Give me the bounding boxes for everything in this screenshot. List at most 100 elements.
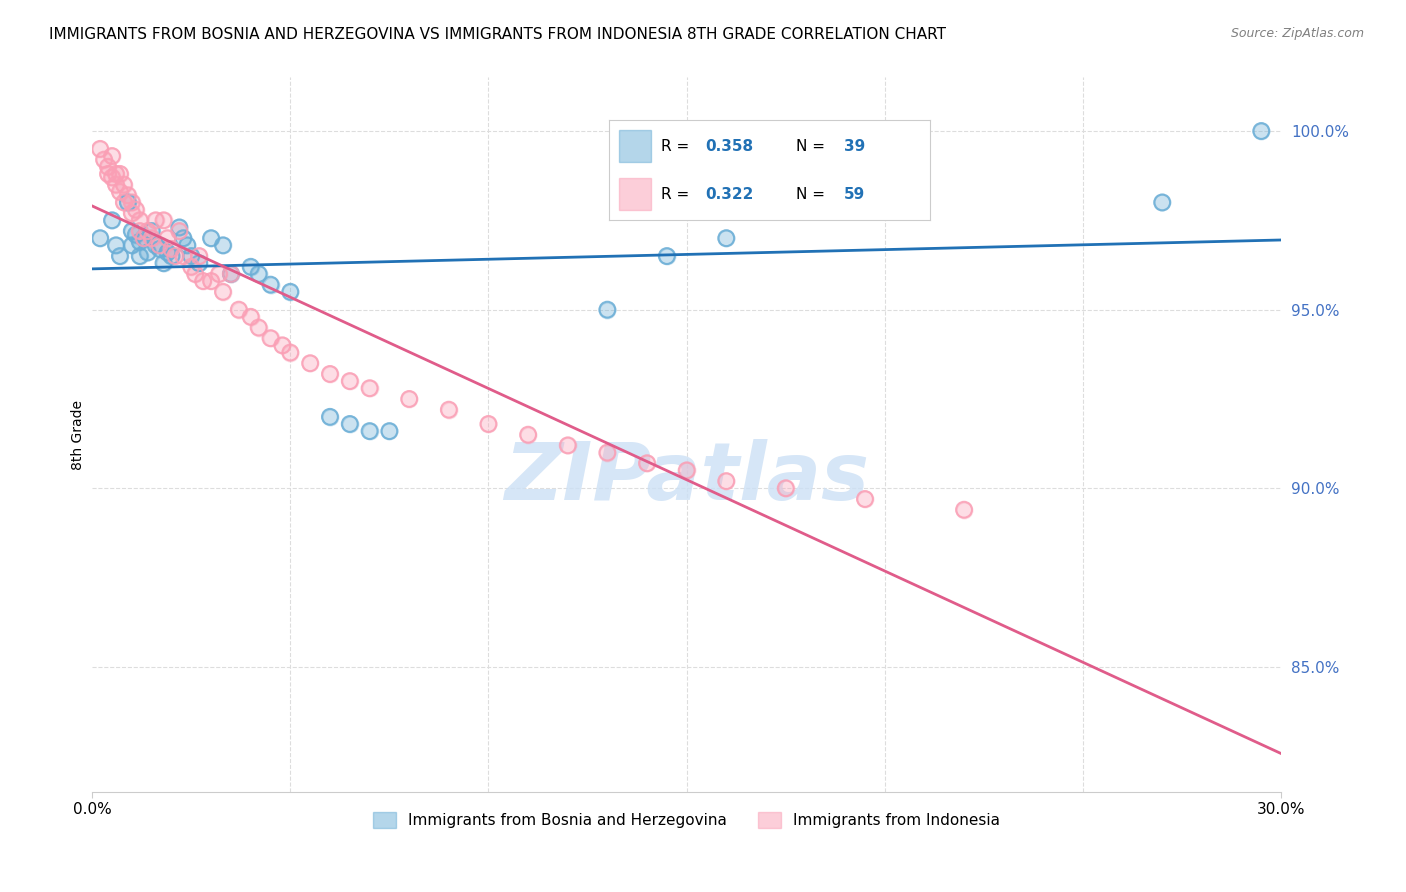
Point xyxy=(132,231,155,245)
Point xyxy=(148,242,170,256)
Point xyxy=(259,331,281,345)
Point xyxy=(117,188,139,202)
Point xyxy=(156,245,179,260)
Point xyxy=(172,249,194,263)
Point xyxy=(259,277,281,292)
Point xyxy=(136,224,159,238)
Point xyxy=(259,331,281,345)
Point xyxy=(125,202,148,217)
Point xyxy=(108,167,131,181)
Point xyxy=(319,409,342,424)
Point xyxy=(212,238,235,252)
Point xyxy=(97,160,120,174)
Point xyxy=(104,178,127,192)
Point xyxy=(97,160,120,174)
Point xyxy=(121,224,143,238)
Point xyxy=(125,202,148,217)
Point xyxy=(104,238,127,252)
Point xyxy=(117,195,139,210)
Point xyxy=(437,402,460,417)
Point xyxy=(104,167,127,181)
Point xyxy=(136,245,159,260)
Point xyxy=(716,231,738,245)
Point xyxy=(188,256,211,270)
Point xyxy=(239,260,262,274)
Point xyxy=(219,267,242,281)
Point xyxy=(104,167,127,181)
Point xyxy=(188,256,211,270)
Point xyxy=(191,274,214,288)
Point xyxy=(188,249,211,263)
Point xyxy=(172,231,194,245)
Y-axis label: 8th Grade: 8th Grade xyxy=(72,400,86,470)
Point xyxy=(378,424,401,438)
Point xyxy=(141,224,163,238)
Point xyxy=(101,170,124,185)
Point xyxy=(596,445,619,459)
Point xyxy=(1152,195,1174,210)
Point xyxy=(97,167,120,181)
Point xyxy=(152,256,174,270)
Point xyxy=(953,502,976,516)
Point xyxy=(136,245,159,260)
Point xyxy=(636,456,658,470)
Text: IMMIGRANTS FROM BOSNIA AND HERZEGOVINA VS IMMIGRANTS FROM INDONESIA 8TH GRADE CO: IMMIGRANTS FROM BOSNIA AND HERZEGOVINA V… xyxy=(49,27,946,42)
Point xyxy=(278,285,301,299)
Point xyxy=(156,231,179,245)
Point xyxy=(339,374,361,388)
Point xyxy=(160,242,183,256)
Point xyxy=(675,463,697,477)
Point xyxy=(655,249,678,263)
Point xyxy=(247,320,270,334)
Point xyxy=(278,345,301,359)
Point xyxy=(636,456,658,470)
Point xyxy=(169,224,191,238)
Point xyxy=(247,267,270,281)
Point xyxy=(437,402,460,417)
Point xyxy=(128,213,150,227)
Point xyxy=(121,206,143,220)
Point xyxy=(141,231,163,245)
Point xyxy=(108,185,131,199)
Point xyxy=(101,170,124,185)
Point xyxy=(188,249,211,263)
Point xyxy=(148,242,170,256)
Point xyxy=(145,213,167,227)
Point xyxy=(121,224,143,238)
Point xyxy=(117,195,139,210)
Point xyxy=(152,213,174,227)
Point xyxy=(128,249,150,263)
Text: ZIPatlas: ZIPatlas xyxy=(505,439,869,516)
Point xyxy=(165,249,187,263)
Point xyxy=(89,142,111,156)
Point xyxy=(477,417,499,431)
Point xyxy=(200,274,222,288)
Point xyxy=(200,274,222,288)
Point xyxy=(247,320,270,334)
Point xyxy=(108,167,131,181)
Point xyxy=(128,213,150,227)
Point xyxy=(160,242,183,256)
Point xyxy=(132,231,155,245)
Point xyxy=(359,424,381,438)
Point xyxy=(398,392,420,406)
Point xyxy=(89,231,111,245)
Point xyxy=(160,249,183,263)
Point xyxy=(160,249,183,263)
Point xyxy=(517,427,540,442)
Point xyxy=(212,238,235,252)
Point xyxy=(156,231,179,245)
Point xyxy=(319,409,342,424)
Point xyxy=(128,249,150,263)
Point xyxy=(125,227,148,242)
Point xyxy=(1152,195,1174,210)
Point xyxy=(239,310,262,324)
Point xyxy=(141,231,163,245)
Point xyxy=(319,367,342,381)
Point xyxy=(108,185,131,199)
Point xyxy=(172,231,194,245)
Point xyxy=(152,256,174,270)
Point xyxy=(108,249,131,263)
Legend: Immigrants from Bosnia and Herzegovina, Immigrants from Indonesia: Immigrants from Bosnia and Herzegovina, … xyxy=(367,806,1007,834)
Point xyxy=(101,213,124,227)
